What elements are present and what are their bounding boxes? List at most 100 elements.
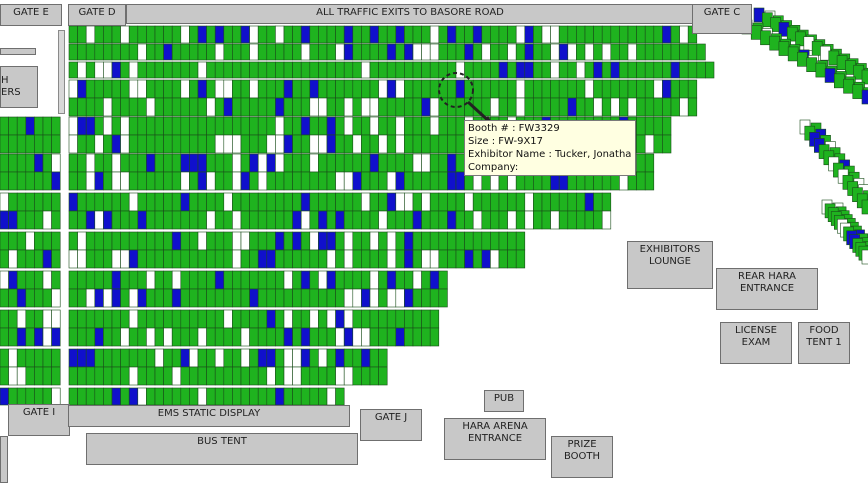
booth-cell[interactable] bbox=[206, 153, 216, 173]
booth-cell[interactable] bbox=[300, 348, 311, 368]
booth-cell[interactable] bbox=[94, 43, 104, 61]
booth-cell[interactable] bbox=[679, 61, 689, 79]
booth-cell[interactable] bbox=[670, 61, 680, 79]
booth-cell[interactable] bbox=[369, 192, 379, 212]
booth-cell[interactable] bbox=[120, 153, 130, 173]
booth-cell[interactable] bbox=[240, 61, 250, 79]
booth-cell[interactable] bbox=[206, 249, 216, 269]
booth-cell[interactable] bbox=[352, 288, 362, 308]
booth-cell[interactable] bbox=[120, 348, 130, 368]
booth-cell[interactable] bbox=[361, 231, 371, 251]
booth-cell[interactable] bbox=[111, 61, 121, 79]
booth-cell[interactable] bbox=[128, 134, 139, 154]
booth-cell[interactable] bbox=[386, 270, 397, 290]
booth-cell[interactable] bbox=[154, 387, 164, 406]
booth-cell[interactable] bbox=[51, 231, 61, 251]
booth-cell[interactable] bbox=[395, 25, 405, 44]
booth-cell[interactable] bbox=[378, 97, 388, 117]
booth-cell[interactable] bbox=[85, 309, 96, 329]
booth-cell[interactable] bbox=[318, 192, 328, 212]
booth-cell[interactable] bbox=[378, 171, 388, 191]
booth-cell[interactable] bbox=[266, 25, 276, 44]
booth-cell[interactable] bbox=[146, 387, 156, 406]
booth-cell[interactable] bbox=[412, 61, 422, 79]
booth-cell[interactable] bbox=[386, 43, 397, 61]
booth-cell[interactable] bbox=[447, 249, 457, 269]
booth-cell[interactable] bbox=[378, 348, 388, 368]
booth-cell[interactable] bbox=[481, 210, 491, 230]
booth-cell[interactable] bbox=[429, 134, 440, 154]
booth-cell[interactable] bbox=[369, 309, 379, 329]
booth-cell[interactable] bbox=[180, 348, 190, 368]
booth-cell[interactable] bbox=[292, 134, 302, 154]
booth-cell[interactable] bbox=[361, 79, 371, 99]
booth-cell[interactable] bbox=[25, 288, 35, 308]
booth-cell[interactable] bbox=[464, 210, 474, 230]
booth-cell[interactable] bbox=[335, 79, 345, 99]
booth-cell[interactable] bbox=[292, 387, 302, 406]
booth-cell[interactable] bbox=[558, 210, 569, 230]
booth-cell[interactable] bbox=[275, 153, 285, 173]
booth-cell[interactable] bbox=[223, 366, 233, 386]
booth-cell[interactable] bbox=[386, 309, 397, 329]
booth-cell[interactable] bbox=[326, 366, 336, 386]
booth-cell[interactable] bbox=[77, 97, 87, 117]
booth-cell[interactable] bbox=[266, 288, 276, 308]
booth-cell[interactable] bbox=[644, 43, 655, 61]
booth-cell[interactable] bbox=[395, 288, 405, 308]
booth-cell[interactable] bbox=[163, 116, 173, 136]
booth-cell[interactable] bbox=[257, 231, 268, 251]
booth-cell[interactable] bbox=[464, 43, 474, 61]
booth-cell[interactable] bbox=[249, 387, 259, 406]
booth-cell[interactable] bbox=[146, 249, 156, 269]
booth-cell[interactable] bbox=[223, 25, 233, 44]
booth-cell[interactable] bbox=[300, 134, 311, 154]
booth-cell[interactable] bbox=[429, 231, 440, 251]
booth-cell[interactable] bbox=[472, 210, 483, 230]
booth-cell[interactable] bbox=[163, 210, 173, 230]
booth-cell[interactable] bbox=[232, 192, 242, 212]
booth-cell[interactable] bbox=[507, 231, 517, 251]
booth-cell[interactable] bbox=[249, 171, 259, 191]
booth-cell[interactable] bbox=[318, 43, 328, 61]
booth-cell[interactable] bbox=[369, 231, 379, 251]
booth-cell[interactable] bbox=[412, 270, 422, 290]
booth-cell[interactable] bbox=[498, 43, 508, 61]
booth-cell[interactable] bbox=[481, 249, 491, 269]
booth-cell[interactable] bbox=[524, 61, 534, 79]
booth-cell[interactable] bbox=[94, 134, 104, 154]
booth-cell[interactable] bbox=[584, 192, 594, 212]
booth-cell[interactable] bbox=[77, 327, 87, 347]
booth-cell[interactable] bbox=[438, 43, 448, 61]
booth-cell[interactable] bbox=[541, 97, 551, 117]
booth-cell[interactable] bbox=[128, 366, 139, 386]
booth-cell[interactable] bbox=[154, 43, 164, 61]
booth-cell[interactable] bbox=[507, 249, 517, 269]
booth-cell[interactable] bbox=[25, 134, 35, 154]
booth-cell[interactable] bbox=[644, 116, 655, 136]
booth-cell[interactable] bbox=[8, 134, 18, 154]
booth-cell[interactable] bbox=[558, 61, 569, 79]
booth-cell[interactable] bbox=[567, 97, 577, 117]
booth-cell[interactable] bbox=[861, 89, 868, 105]
booth-cell[interactable] bbox=[16, 249, 27, 269]
booth-cell[interactable] bbox=[378, 153, 388, 173]
booth-cell[interactable] bbox=[223, 210, 233, 230]
booth-cell[interactable] bbox=[77, 79, 87, 99]
booth-cell[interactable] bbox=[292, 43, 302, 61]
booth-cell[interactable] bbox=[137, 210, 147, 230]
booth-cell[interactable] bbox=[120, 25, 130, 44]
booth-cell[interactable] bbox=[0, 192, 9, 212]
booth-cell[interactable] bbox=[300, 171, 311, 191]
booth-cell[interactable] bbox=[223, 134, 233, 154]
booth-cell[interactable] bbox=[128, 97, 139, 117]
booth-cell[interactable] bbox=[275, 231, 285, 251]
booth-cell[interactable] bbox=[533, 61, 543, 79]
booth-cell[interactable] bbox=[0, 171, 9, 191]
booth-cell[interactable] bbox=[111, 327, 121, 347]
booth-cell[interactable] bbox=[378, 134, 388, 154]
booth-cell[interactable] bbox=[146, 327, 156, 347]
booth-cell[interactable] bbox=[404, 61, 414, 79]
booth-cell[interactable] bbox=[240, 134, 250, 154]
booth-cell[interactable] bbox=[77, 61, 87, 79]
